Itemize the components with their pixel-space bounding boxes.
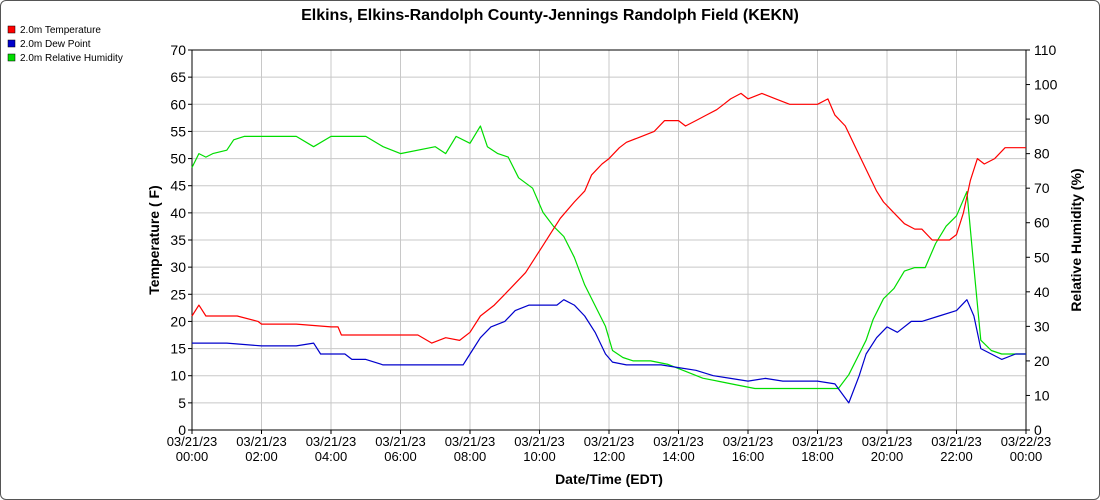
x-tick-time: 04:00: [315, 449, 348, 464]
x-axis-ticks: 03/21/2300:0003/21/2302:0003/21/2304:000…: [167, 430, 1052, 464]
series-line-2-0m-temperature: [191, 92, 1026, 344]
x-tick-date: 03/21/23: [236, 434, 287, 449]
x-tick-time: 08:00: [454, 449, 487, 464]
y-tick-label: 5: [178, 395, 186, 411]
x-tick-time: 06:00: [384, 449, 417, 464]
x-tick-date: 03/21/23: [306, 434, 357, 449]
y2-tick-label: 110: [1034, 42, 1057, 58]
y2-tick-label: 30: [1034, 318, 1050, 334]
x-tick-date: 03/21/23: [653, 434, 704, 449]
y-tick-label: 0: [178, 422, 186, 438]
x-tick-date: 03/21/23: [514, 434, 565, 449]
x-tick-time: 22:00: [940, 449, 973, 464]
y2-tick-label: 40: [1034, 284, 1050, 300]
y2-tick-label: 70: [1034, 180, 1050, 196]
x-axis-label: Date/Time (EDT): [555, 471, 663, 487]
x-tick-date: 03/21/23: [792, 434, 843, 449]
x-tick-time: 10:00: [523, 449, 556, 464]
x-tick-date: 03/21/23: [375, 434, 426, 449]
y-axis-label: Temperature ( F): [146, 185, 162, 294]
y2-tick-label: 80: [1034, 146, 1050, 162]
y2-tick-label: 20: [1034, 353, 1050, 369]
y-tick-label: 20: [170, 313, 186, 329]
legend-swatch: [7, 39, 16, 48]
y-tick-label: 15: [170, 341, 186, 357]
y-tick-label: 35: [170, 232, 186, 248]
y2-axis-ticks: 0 10 20 30 40 50 60 70 80 90 100 110: [1026, 42, 1058, 438]
x-tick-time: 20:00: [871, 449, 904, 464]
y2-tick-label: 10: [1034, 387, 1050, 403]
legend-swatch: [7, 25, 16, 34]
y2-tick-label: 0: [1034, 422, 1042, 438]
y2-tick-label: 90: [1034, 111, 1050, 127]
legend-swatch: [7, 53, 16, 62]
y-tick-label: 60: [170, 96, 186, 112]
x-tick-date: 03/21/23: [167, 434, 218, 449]
y-tick-label: 40: [170, 205, 186, 221]
x-tick-time: 00:00: [1010, 449, 1043, 464]
y-tick-label: 55: [170, 123, 186, 139]
legend-label: 2.0m Temperature: [20, 25, 101, 36]
legend-label: 2.0m Dew Point: [20, 39, 91, 50]
x-tick-time: 00:00: [176, 449, 209, 464]
y2-tick-label: 100: [1034, 77, 1058, 93]
grid: [191, 49, 1027, 431]
series-line-2-0m-dew-point: [192, 299, 1026, 404]
x-tick-date: 03/21/23: [445, 434, 496, 449]
x-tick-time: 16:00: [732, 449, 765, 464]
y-tick-label: 65: [170, 69, 186, 85]
y-tick-label: 50: [170, 151, 186, 167]
y-tick-label: 45: [170, 178, 186, 194]
x-tick-time: 12:00: [593, 449, 626, 464]
x-tick-date: 03/21/23: [723, 434, 774, 449]
y-tick-label: 25: [170, 286, 186, 302]
x-tick-date: 03/21/23: [584, 434, 635, 449]
x-tick-date: 03/21/23: [862, 434, 913, 449]
legend: 2.0m Temperature 2.0m Dew Point 2.0m Relat…: [7, 25, 123, 64]
y2-axis-label: Relative Humidity (%): [1068, 168, 1084, 311]
chart-title: Elkins, Elkins-Randolph County-Jennings …: [301, 7, 799, 24]
y2-tick-label: 50: [1034, 249, 1050, 265]
y-tick-label: 10: [170, 368, 186, 384]
y-axis-ticks: 0 5 10 15 20 25 30 35 40 45 50 55 60 65 70: [170, 42, 192, 438]
y2-tick-label: 60: [1034, 215, 1050, 231]
x-tick-time: 18:00: [801, 449, 834, 464]
x-tick-time: 14:00: [662, 449, 695, 464]
y-tick-label: 30: [170, 259, 186, 275]
legend-label: 2.0m Relative Humidity: [20, 53, 123, 64]
x-tick-date: 03/22/23: [1001, 434, 1052, 449]
series-group: [191, 92, 1026, 404]
x-tick-date: 03/21/23: [931, 434, 982, 449]
y-tick-label: 70: [170, 42, 186, 58]
x-tick-time: 02:00: [245, 449, 278, 464]
series-line-2-0m-relative-humidity: [191, 125, 1026, 390]
